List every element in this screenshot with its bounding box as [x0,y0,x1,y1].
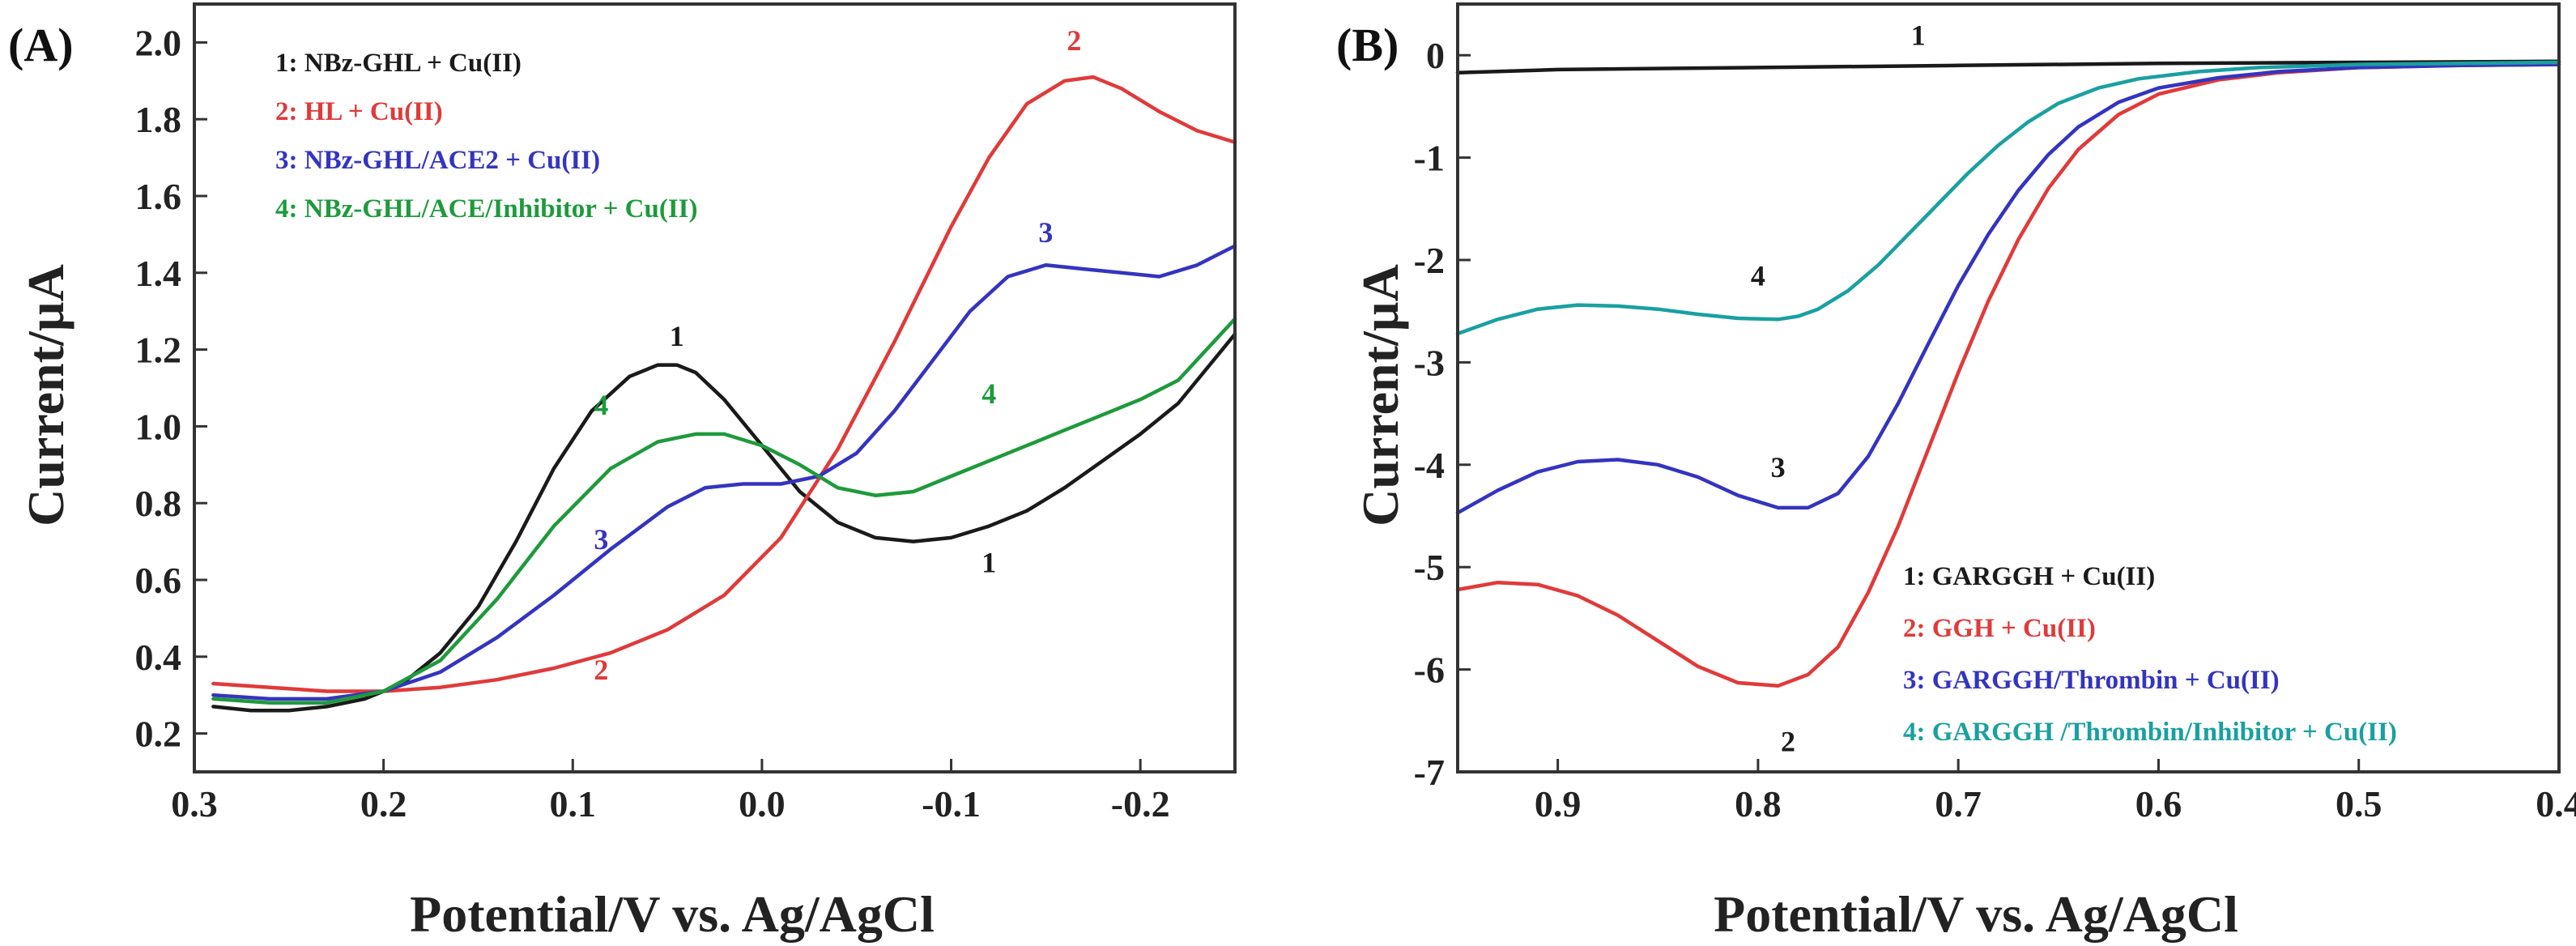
panel-a-curve-label: 4 [594,389,608,421]
panel-b-y-tick-label: -7 [1414,752,1445,793]
panel-a-x-tick-label: 0.3 [171,783,218,825]
panel-a-y-tick-label: 1.4 [135,253,182,294]
panel-a-legend-item-1: 1: NBz-GHL + Cu(II) [275,49,522,78]
panel-b-y-tick-label: -6 [1414,650,1445,691]
panel-a-legend: 1: NBz-GHL + Cu(II) 2: HL + Cu(II) 3: NB… [275,49,698,224]
panel-b-y-tick-label: -5 [1414,547,1445,588]
panel-b-series-3-line [1455,62,2561,515]
panel-a-series-3-line [211,244,1237,701]
panel-a-curve-label: 3 [1038,216,1053,249]
panel-b-series-1-line [1455,59,2561,75]
panel-b-ticks: 0.9 0.8 0.7 0.6 0.5 0.4 0 -1 -2 -3 -4 -5 -6 -7 [1414,35,2576,825]
panel-a-series-2-line [211,75,1237,693]
panel-b-series [1455,59,2561,688]
panel-a-x-axis-title: Potential/V vs. Ag/AgCl [410,885,935,943]
panel-a-curve-label: 2 [594,654,608,686]
panel-b-x-tick-label: 0.8 [1735,783,1782,825]
panel-a-y-tick-label: 1.0 [135,406,182,447]
panel-a-y-tick-label: 1.6 [135,176,182,217]
panel-b-y-axis-title: Current/µA [1352,264,1409,526]
panel-a-x-tick-label: 0.0 [739,783,786,825]
panel-b-y-tick-label: 0 [1426,35,1445,76]
panel-b-legend-item-2: 2: GGH + Cu(II) [1903,614,2096,643]
panel-a-label: (A) [8,19,74,71]
panel-b-curve-label: 4 [1751,260,1765,292]
panel-a-x-tick-label: 0.1 [550,783,597,825]
panel-a-y-tick-label: 0.8 [135,483,182,524]
panel-a-curve-label: 4 [981,377,996,410]
panel-a-curve-label: 1 [670,320,684,352]
panel-a-legend-item-3: 3: NBz-GHL/ACE2 + Cu(II) [275,146,600,175]
panel-b-y-tick-label: -2 [1414,240,1445,281]
panel-a: (A) Current/µA Potential/V vs. Ag/AgCl 0… [8,2,1237,943]
panel-b-curve-label: 3 [1771,451,1786,484]
panel-a-plot-frame [193,2,1237,773]
panel-b-plot-frame [1456,2,2561,773]
panel-b-x-tick-label: 0.9 [1535,783,1582,825]
panel-a-legend-item-4: 4: NBz-GHL/ACE/Inhibitor + Cu(II) [275,194,698,224]
panel-a-y-tick-label: 2.0 [135,22,182,63]
panel-a-curve-labels: 1 1 2 2 3 3 4 4 [594,24,1081,686]
panel-a-curve-label: 2 [1067,24,1081,57]
panel-a-y-tick-label: 0.6 [135,560,182,601]
panel-b-x-tick-label: 0.4 [2536,783,2576,825]
panel-a-x-tick-label: 0.2 [360,783,407,825]
panel-b-series-2-line [1455,62,2561,688]
panel-a-y-axis-title: Current/µA [17,264,75,526]
panel-b-x-tick-label: 0.5 [2335,783,2382,825]
panel-b-curve-label: 1 [1911,19,1926,52]
panel-b-x-axis-title: Potential/V vs. Ag/AgCl [1714,885,2238,943]
panel-b-y-tick-label: -1 [1414,138,1445,179]
panel-b-y-tick-label: -3 [1414,342,1445,383]
panel-b-x-tick-label: 0.6 [2135,783,2182,825]
panel-a-ticks: 0.3 0.2 0.1 0.0 -0.1 -0.2 0.2 0.4 0.6 0.8 1.0 1.2 1.… [135,22,1170,825]
panel-b-legend-item-1: 1: GARGGH + Cu(II) [1903,562,2155,591]
panel-b-x-tick-label: 0.7 [1935,783,1982,825]
panel-b-legend-item-3: 3: GARGGH/Thrombin + Cu(II) [1903,666,2280,695]
panel-a-series [211,75,1237,713]
panel-a-curve-label: 1 [981,547,996,579]
panel-a-y-tick-label: 0.2 [135,714,182,755]
panel-a-legend-item-2: 2: HL + Cu(II) [275,97,443,126]
panel-a-series-1-line [211,332,1237,713]
panel-b-series-4-line [1455,60,2561,336]
panel-a-x-tick-label: -0.2 [1111,783,1170,825]
panel-a-x-tick-label: -0.1 [922,783,981,825]
panel-a-y-tick-label: 0.4 [135,637,182,678]
panel-a-series-4-line [211,317,1237,705]
panel-b: (B) Current/µA Potential/V vs. Ag/AgCl 0… [1336,2,2576,943]
panel-b-curve-labels: 1 2 3 4 [1751,19,1926,758]
panel-b-y-tick-label: -4 [1414,445,1445,486]
panel-b-legend: 1: GARGGH + Cu(II) 2: GGH + Cu(II) 3: GA… [1903,562,2397,747]
panel-b-legend-item-4: 4: GARGGH /Thrombin/Inhibitor + Cu(II) [1903,718,2397,747]
panel-a-y-tick-label: 1.8 [135,99,182,140]
panel-b-curve-label: 2 [1781,726,1795,758]
panel-a-y-tick-label: 1.2 [135,330,182,371]
panel-a-curve-label: 3 [594,523,608,556]
panel-b-label: (B) [1336,19,1399,71]
